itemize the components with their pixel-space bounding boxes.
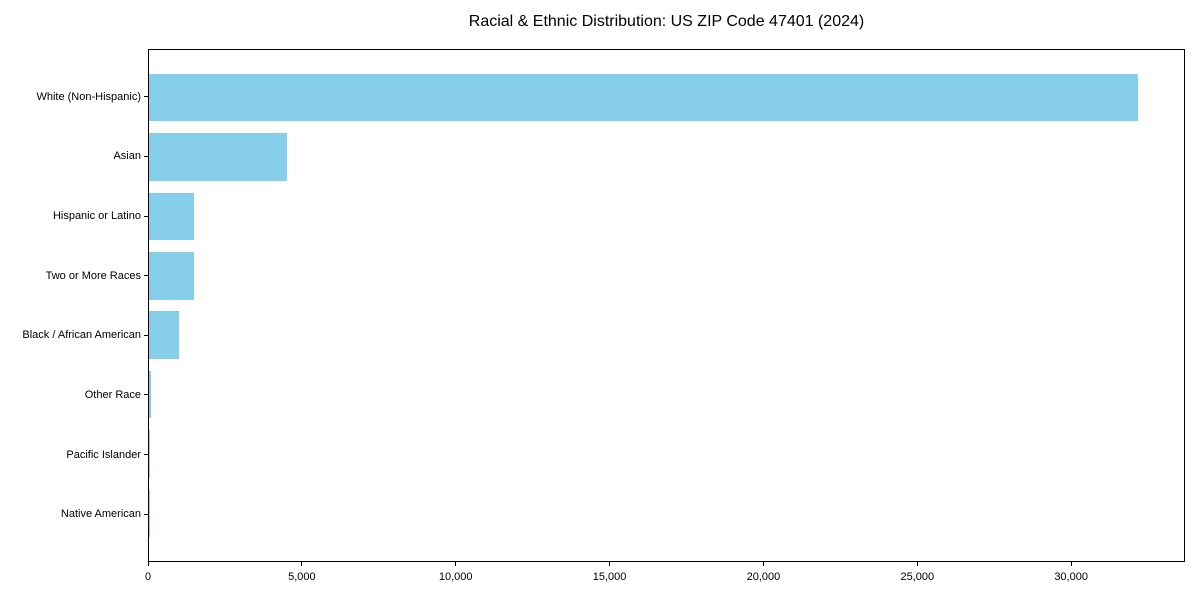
bar-pacific-islander — [149, 430, 150, 478]
x-tick-label: 0 — [144, 571, 152, 583]
y-tick-mark — [144, 275, 148, 277]
x-tick-mark — [455, 562, 457, 566]
x-tick-label: 25,000 — [900, 571, 935, 583]
plot-area — [148, 49, 1185, 562]
y-tick-mark — [144, 334, 148, 336]
x-tick-label: 30,000 — [1054, 571, 1088, 583]
x-tick-mark — [147, 562, 149, 566]
bar-asian — [149, 133, 288, 181]
y-tick-mark — [144, 513, 148, 515]
y-tick-mark — [144, 394, 148, 396]
x-tick-label: 10,000 — [438, 571, 473, 583]
y-tick-label: Two or More Races — [45, 269, 141, 282]
x-tick-mark — [1070, 562, 1072, 566]
y-tick-mark — [144, 155, 148, 157]
x-tick-label: 5,000 — [288, 571, 316, 583]
bar-two-or-more-races — [149, 252, 195, 300]
x-tick-mark — [301, 562, 303, 566]
x-tick-mark — [916, 562, 918, 566]
bar-other-race — [149, 370, 151, 419]
bar-hispanic-or-latino — [149, 192, 194, 241]
y-tick-label: Hispanic or Latino — [52, 210, 141, 223]
bar-black-african-american — [149, 311, 180, 359]
y-tick-label: White (Non-Hispanic) — [36, 90, 141, 103]
y-tick-mark — [144, 96, 148, 98]
chart-title: Racial & Ethnic Distribution: US ZIP Cod… — [468, 13, 865, 30]
x-tick-mark — [609, 562, 611, 566]
x-tick-mark — [762, 562, 764, 566]
x-tick-label: 20,000 — [746, 571, 781, 583]
y-tick-label: Pacific Islander — [66, 448, 141, 461]
y-tick-mark — [144, 215, 148, 217]
x-tick-label: 15,000 — [592, 571, 627, 583]
y-tick-label: Black / African American — [22, 329, 141, 342]
bar-white-non-hispanic — [149, 73, 1138, 122]
y-tick-label: Other Race — [84, 388, 141, 401]
y-tick-label: Native American — [60, 508, 141, 521]
y-tick-mark — [144, 454, 148, 456]
y-tick-label: Asian — [113, 150, 141, 163]
